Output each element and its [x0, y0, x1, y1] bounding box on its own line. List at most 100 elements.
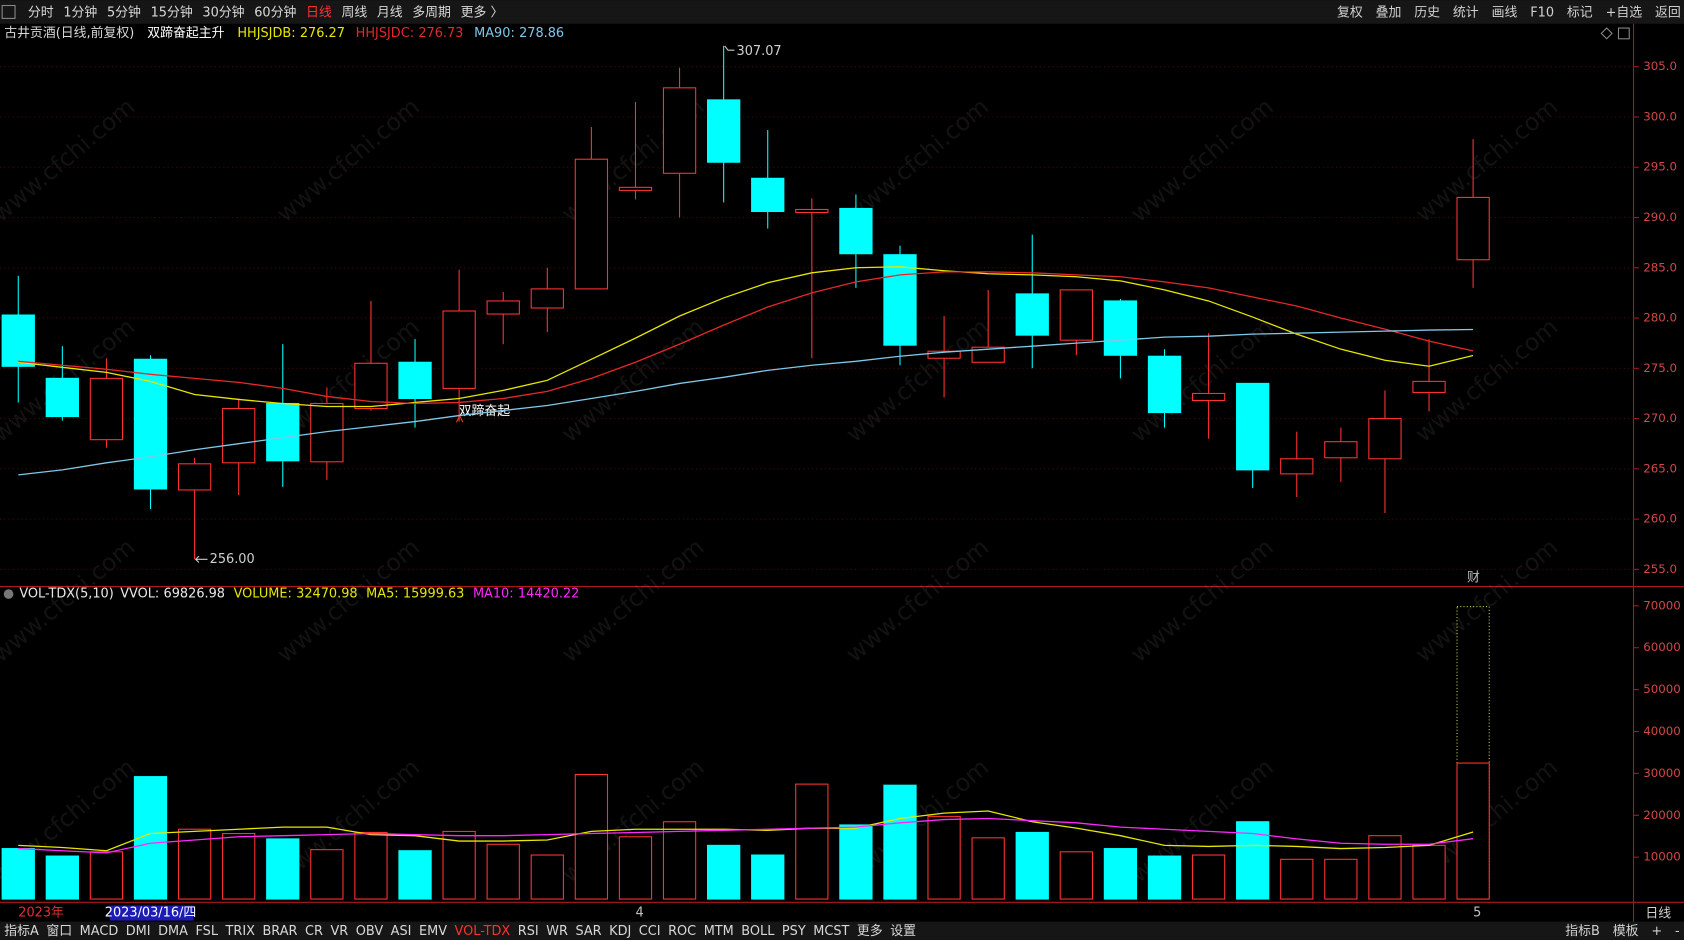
indicator-tab[interactable]: 指标A [4, 924, 39, 939]
chart-title: 古井贡酒(日线,前复权) [4, 25, 134, 41]
volume-bar [971, 837, 1005, 900]
toolbar-button[interactable]: 指标B [1565, 924, 1600, 939]
period-tab[interactable]: 月线 [377, 6, 403, 21]
period-tab[interactable]: 5分钟 [107, 5, 141, 21]
low-label: 256.00 [210, 552, 255, 567]
toolbar-button[interactable]: + [1651, 924, 1662, 939]
y-tick-label: 255.0 [1643, 562, 1677, 576]
volume-bar [442, 830, 476, 900]
volume-bar [1324, 858, 1358, 900]
tool-button[interactable]: +自选 [1606, 6, 1643, 21]
signal-label: 双蹄奋起 [459, 403, 511, 419]
period-tab[interactable]: 周线 [341, 6, 367, 21]
candle-body [927, 350, 961, 359]
indicator-tab[interactable]: KDJ [609, 924, 631, 939]
tool-button[interactable]: 返回 [1655, 6, 1681, 21]
candle-body [751, 177, 785, 213]
period-tab[interactable]: 日线 [306, 6, 332, 21]
tool-button[interactable]: 历史 [1414, 6, 1440, 21]
indicator-tab[interactable]: EMV [419, 924, 447, 939]
tool-button[interactable]: 复权 [1337, 5, 1363, 21]
indicator-tab[interactable]: VR [330, 924, 348, 939]
indicator-tab[interactable]: 窗口 [46, 923, 72, 939]
legend-value: 69826.98 [164, 587, 225, 602]
menu-icon[interactable] [1, 4, 16, 19]
low-pointer [194, 555, 208, 563]
top-toolbar [0, 0, 1684, 24]
toolbar-button[interactable]: 模板 [1613, 924, 1639, 939]
volume-bar [530, 854, 564, 900]
candle-body [1280, 458, 1314, 475]
indicator-tab[interactable]: WR [546, 924, 568, 939]
toolbar-button[interactable]: - [1675, 924, 1680, 939]
legend-name: MA10: [473, 587, 514, 602]
candle-body [45, 377, 79, 418]
period-tab[interactable]: 更多 〉 [461, 6, 504, 21]
tool-button[interactable]: 叠加 [1376, 6, 1402, 21]
ma-line [18, 817, 1474, 854]
volume-bar [927, 815, 961, 900]
candle-body [707, 99, 741, 163]
layout-icon[interactable] [1617, 27, 1630, 40]
y-tick-label: 270.0 [1643, 411, 1677, 425]
indicator-tab[interactable]: SAR [575, 924, 601, 939]
indicator-tab[interactable]: RSI [518, 924, 539, 939]
indicator-tab[interactable]: MCST [813, 924, 849, 939]
candle-body [1059, 289, 1093, 341]
indicator-tab[interactable]: BOLL [741, 924, 775, 939]
bottom-toolbar [0, 921, 1684, 940]
candle-body [1456, 196, 1490, 261]
volume-bar [1, 848, 35, 900]
y-tick-label: 50000 [1643, 682, 1681, 696]
indicator-tab[interactable]: 设置 [890, 924, 916, 939]
indicator-tab[interactable]: FSL [195, 924, 218, 939]
volume-bar [1191, 854, 1226, 900]
x-tick-label: 2023年 [18, 906, 64, 921]
candle-body [1412, 380, 1446, 393]
period-tab[interactable]: 30分钟 [202, 5, 244, 21]
indicator-tab[interactable]: 更多 [857, 924, 883, 939]
draw-icon[interactable] [1600, 27, 1613, 40]
y-tick-label: 290.0 [1643, 210, 1677, 224]
indicator-tab[interactable]: OBV [356, 924, 384, 939]
indicator-tab[interactable]: CCI [639, 924, 661, 939]
indicator-tab[interactable]: DMA [158, 924, 188, 939]
y-tick-label: 70000 [1643, 598, 1681, 612]
y-tick-label: 275.0 [1643, 361, 1677, 375]
indicator-tab[interactable]: MACD [80, 924, 119, 939]
candle-body [89, 377, 124, 441]
y-tick-label: 60000 [1643, 640, 1681, 654]
period-tab[interactable]: 60分钟 [254, 5, 296, 21]
y-tick-label: 305.0 [1643, 59, 1677, 73]
period-label: 日线 [1645, 907, 1671, 922]
indicator-tab[interactable]: BRAR [262, 924, 297, 939]
indicator-icon[interactable] [3, 589, 14, 599]
volume-bar [266, 838, 300, 900]
indicator-tab[interactable]: PSY [782, 924, 806, 939]
candle-body [177, 463, 212, 491]
period-tab[interactable]: 1分钟 [63, 5, 97, 21]
period-tab[interactable]: 分时 [28, 6, 54, 21]
indicator-tab[interactable]: VOL-TDX [455, 924, 511, 939]
tool-button[interactable]: 标记 [1567, 6, 1593, 21]
candle-body [1191, 392, 1226, 402]
indicator-tab[interactable]: TRIX [225, 924, 256, 939]
volume-bar [707, 844, 741, 900]
indicator-tab[interactable]: MTM [704, 924, 734, 939]
legend-value: 32470.98 [296, 587, 357, 602]
tool-button[interactable]: 统计 [1453, 6, 1479, 21]
vvol-bar [1456, 606, 1490, 900]
indicator-tab[interactable]: DMI [126, 924, 151, 939]
indicator-tab[interactable]: ASI [391, 924, 412, 939]
period-tab[interactable]: 多周期 [412, 6, 451, 21]
tool-button[interactable]: F10 [1530, 6, 1554, 21]
indicator-tab[interactable]: CR [305, 924, 323, 939]
x-tick-label: 5 [1473, 906, 1481, 921]
indicator-tab[interactable]: ROC [668, 924, 696, 939]
period-tab[interactable]: 15分钟 [151, 5, 193, 21]
candle-body [1, 314, 35, 367]
indicator-title: VOL-TDX(5,10) [19, 587, 113, 602]
event-label: 财 [1467, 570, 1480, 585]
tool-button[interactable]: 画线 [1492, 6, 1518, 21]
